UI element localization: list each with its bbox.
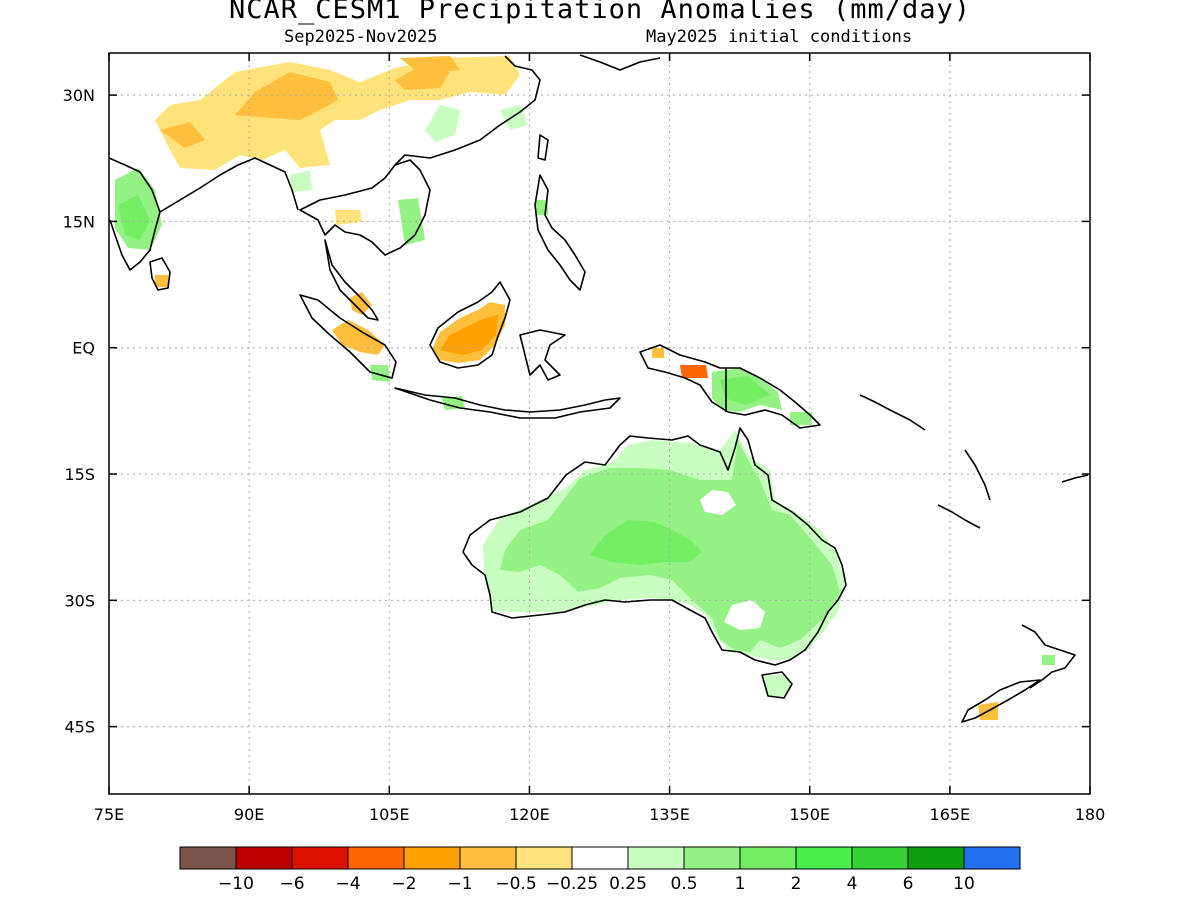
coastline-china <box>394 55 541 166</box>
anomaly-new-zealand-north <box>1042 655 1055 665</box>
lon-tick-label: 120E <box>509 805 550 824</box>
colorbar-swatch <box>179 846 237 870</box>
anomaly-malaya <box>350 292 372 315</box>
coastline-india <box>109 157 161 271</box>
coastline-sulawesi <box>519 329 566 381</box>
forecast-period: Sep2025-Nov2025 <box>284 27 438 47</box>
coastline-indochina <box>299 159 431 256</box>
colorbar-swatch <box>683 846 741 870</box>
anomaly-east-australia-neutral <box>724 600 765 630</box>
lat-tick-label: 15N <box>63 212 95 231</box>
lat-tick-label: 30N <box>63 86 95 105</box>
anomaly-vietnam <box>398 198 425 245</box>
anomaly-central-australia <box>590 520 702 565</box>
anomaly-northeast-australia-neutral <box>700 490 736 515</box>
colorbar: −10 −6 −4 −2 −1 −0.5 −0.25 0.25 0.5 1 2 4 6 10 <box>179 846 1021 894</box>
coastline-vanuatu <box>964 449 991 501</box>
anomaly-new-guinea-west-edge <box>652 348 664 358</box>
coastline-taiwan <box>537 134 549 161</box>
lon-tick-label: 150E <box>789 805 830 824</box>
anomaly-tibet-west <box>160 122 205 148</box>
plot-frame <box>108 52 1091 795</box>
colorbar-swatch <box>907 846 965 870</box>
coastline-bay-of-bengal <box>159 157 299 213</box>
colorbar-label: −0.25 <box>546 874 598 894</box>
lon-tick-label: 90E <box>234 805 264 824</box>
lon-tick-label: 75E <box>94 805 124 824</box>
anomaly-indochina-north <box>290 170 312 192</box>
coastline-tasmania <box>761 671 793 699</box>
colorbar-label: −2 <box>391 874 416 894</box>
coastline-new-zealand-north <box>1021 624 1076 689</box>
colorbar-swatch <box>459 846 517 870</box>
anomaly-sumatra <box>332 320 385 355</box>
anomaly-tibet-core <box>235 72 338 120</box>
lon-tick-label: 135E <box>649 805 690 824</box>
coastline-java <box>394 387 621 419</box>
graticule <box>109 53 1090 794</box>
lat-tick-label: 30S <box>64 591 95 610</box>
colorbar-swatch <box>515 846 573 870</box>
coastline-sumatra <box>299 294 397 379</box>
coastline-solomon-islands <box>859 394 926 431</box>
lat-tick-label: EQ <box>72 339 95 358</box>
anomaly-china-green <box>425 105 460 142</box>
anomaly-sri-lanka <box>155 275 168 287</box>
colorbar-swatch <box>291 846 349 870</box>
colorbar-label: 0.5 <box>670 874 697 894</box>
colorbar-label: 4 <box>847 874 858 894</box>
lon-tick-label: 180 <box>1075 805 1106 824</box>
colorbar-label: 2 <box>791 874 802 894</box>
colorbar-label: −4 <box>335 874 360 894</box>
colorbar-label: 6 <box>903 874 914 894</box>
map-title: NCAR_CESM1 Precipitation Anomalies (mm/d… <box>229 0 971 25</box>
colorbar-swatch <box>347 846 405 870</box>
coastline-new-caledonia <box>937 504 981 529</box>
anomaly-sumatra-south <box>370 365 390 382</box>
anomaly-new-guinea-core <box>720 376 770 405</box>
colorbar-label: −10 <box>218 874 254 894</box>
colorbar-swatch <box>403 846 461 870</box>
colorbar-swatch <box>235 846 293 870</box>
anomaly-china-north <box>400 56 460 74</box>
lon-tick-label: 105E <box>369 805 410 824</box>
initial-conditions: May2025 initial conditions <box>646 27 913 47</box>
colorbar-label: 1 <box>735 874 746 894</box>
colorbar-swatch <box>739 846 797 870</box>
anomaly-india-west-core <box>118 195 150 240</box>
colorbar-swatch <box>571 846 629 870</box>
coastline-borneo <box>429 281 511 369</box>
anomaly-new-guinea-southeast <box>790 412 812 425</box>
colorbar-swatch <box>963 846 1021 870</box>
coastline-sri-lanka <box>149 257 171 291</box>
colorbar-swatch <box>627 846 685 870</box>
colorbar-swatch <box>795 846 853 870</box>
map-axes: 30N 15N EQ 15S 30S 45S 75E 90E 105E 120E 135E 150E 1… <box>63 53 1106 824</box>
coastline-philippines <box>534 174 586 291</box>
lat-tick-label: 15S <box>64 465 95 484</box>
coastlines <box>109 54 1089 723</box>
colorbar-label: 0.25 <box>609 874 647 894</box>
anomaly-tibet <box>155 56 520 170</box>
anomaly-thailand <box>335 210 362 225</box>
anomaly-borneo-core <box>440 315 498 355</box>
colorbar-label: −1 <box>447 874 472 894</box>
coastline-japan <box>579 54 661 71</box>
lat-tick-label: 45S <box>64 718 95 737</box>
anomaly-fields <box>115 56 1055 720</box>
anomaly-new-guinea-west <box>680 365 708 378</box>
anomaly-tasmania <box>762 674 792 698</box>
coastline-australia <box>462 427 847 666</box>
colorbar-label: −0.5 <box>495 874 536 894</box>
coastline-new-guinea <box>639 344 821 429</box>
colorbar-swatch <box>851 846 909 870</box>
coastline-new-zealand-south <box>961 679 1041 723</box>
colorbar-label: 10 <box>953 874 975 894</box>
colorbar-label: −6 <box>279 874 304 894</box>
coastline-fiji <box>1061 474 1089 483</box>
lon-tick-label: 165E <box>930 805 971 824</box>
coastline-malaya <box>324 239 379 321</box>
